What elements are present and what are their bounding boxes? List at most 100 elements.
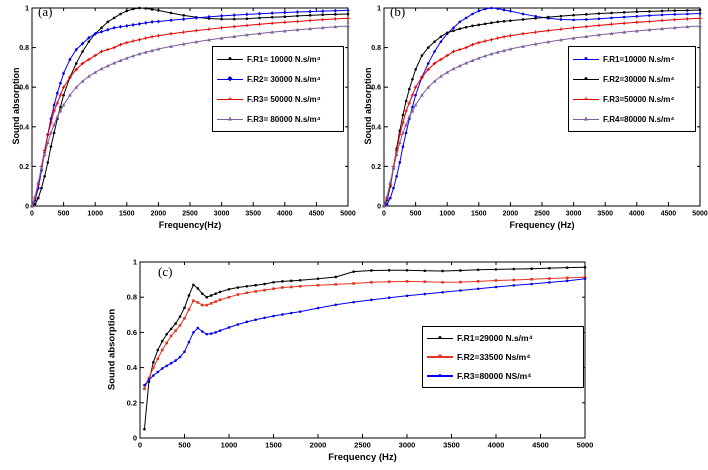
svg-text:2000: 2000 bbox=[310, 441, 327, 450]
panel-a-yaxis-title: Sound absorption bbox=[11, 67, 21, 145]
svg-text:3500: 3500 bbox=[245, 211, 261, 218]
svg-text:0: 0 bbox=[25, 204, 29, 211]
legend-entry: + F.R3=50000 N.s/m⁴ bbox=[573, 95, 691, 104]
svg-text:0: 0 bbox=[382, 211, 386, 218]
panel-c-label: (c) bbox=[158, 264, 173, 279]
svg-text:4000: 4000 bbox=[277, 211, 293, 218]
legend-entry-label: F.R4=80000 N.s/m⁴ bbox=[603, 114, 675, 124]
panel-a-xaxis-title: Frequency(Hz) bbox=[158, 220, 222, 230]
svg-text:1000: 1000 bbox=[87, 211, 103, 218]
legend-entry: ● F.R3=80000 NS/m⁴ bbox=[427, 371, 579, 381]
svg-text:0: 0 bbox=[138, 441, 142, 450]
panel-a-label: (a) bbox=[38, 4, 53, 19]
svg-text:5000: 5000 bbox=[692, 211, 708, 218]
legend-marker-line: ◆ bbox=[217, 75, 243, 84]
svg-text:500: 500 bbox=[58, 211, 70, 218]
svg-text:3000: 3000 bbox=[214, 211, 230, 218]
legend-marker-line: + bbox=[573, 95, 599, 104]
legend-entry-label: F.R2= 30000 N.s/m⁴ bbox=[247, 74, 321, 84]
svg-text:1500: 1500 bbox=[471, 211, 487, 218]
legend-marker-line: ● bbox=[427, 334, 453, 343]
svg-text:0.2: 0.2 bbox=[127, 398, 137, 407]
svg-text:2500: 2500 bbox=[534, 211, 550, 218]
svg-text:4500: 4500 bbox=[661, 211, 677, 218]
legend-marker-line: ● bbox=[427, 371, 453, 380]
legend-entry-label: F.R2=33500 Ns/m⁴ bbox=[457, 351, 531, 362]
svg-text:1: 1 bbox=[25, 6, 29, 13]
svg-text:2000: 2000 bbox=[503, 211, 519, 218]
panel-c-xaxis-title: Frequency (Hz) bbox=[328, 452, 397, 463]
svg-text:3500: 3500 bbox=[443, 441, 460, 450]
legend-entry: ● F.R1=10000 N.s/m⁴ bbox=[573, 55, 691, 64]
svg-text:1000: 1000 bbox=[221, 441, 238, 450]
panel-c: (c) Frequency (Hz) Sound absorption ● F.… bbox=[104, 250, 610, 470]
legend-entry: + F.R3= 50000 N.s/m⁴ bbox=[217, 95, 339, 104]
panel-b-yaxis-title: Sound absorption bbox=[363, 67, 373, 145]
panel-b-legend: ● F.R1=10000 N.s/m⁴ ● F.R2=30000 N.s/m⁴ … bbox=[568, 46, 696, 132]
svg-text:1500: 1500 bbox=[265, 441, 282, 450]
panel-a: (a) Frequency(Hz) Sound absorption ● F.R… bbox=[6, 0, 356, 242]
svg-text:2500: 2500 bbox=[182, 211, 198, 218]
legend-entry-label: F.R3=80000 NS/m⁴ bbox=[457, 370, 532, 381]
svg-text:0.6: 0.6 bbox=[19, 85, 29, 92]
legend-marker-line: ● bbox=[573, 55, 599, 64]
svg-text:0: 0 bbox=[377, 204, 381, 211]
panel-c-legend: ● F.R1=29000 N.s/m⁴ ■ F.R2=33500 Ns/m⁴ ●… bbox=[422, 326, 584, 388]
svg-text:1: 1 bbox=[133, 258, 137, 267]
svg-text:0.4: 0.4 bbox=[127, 363, 138, 372]
svg-text:0: 0 bbox=[30, 211, 34, 218]
legend-entry: ● F.R1=29000 N.s/m⁴ bbox=[427, 333, 579, 343]
svg-text:4000: 4000 bbox=[629, 211, 645, 218]
svg-text:1500: 1500 bbox=[119, 211, 135, 218]
svg-text:2500: 2500 bbox=[354, 441, 371, 450]
legend-entry: ▲ F.R3= 80000 N.s/m⁴ bbox=[217, 115, 339, 124]
legend-entry-label: F.R3=50000 N.s/m⁴ bbox=[603, 94, 675, 104]
legend-marker-line: ● bbox=[573, 75, 599, 84]
legend-entry-label: F.R3= 80000 N.s/m⁴ bbox=[247, 114, 321, 124]
svg-text:5000: 5000 bbox=[577, 441, 594, 450]
legend-entry-label: F.R2=30000 N.s/m⁴ bbox=[603, 74, 675, 84]
svg-text:0.6: 0.6 bbox=[127, 328, 137, 337]
panel-b: (b) Frequency (Hz) Sound absorption ● F.… bbox=[358, 0, 708, 242]
legend-marker-line: + bbox=[217, 95, 243, 104]
svg-text:0.8: 0.8 bbox=[371, 45, 381, 52]
legend-marker-line: ▲ bbox=[573, 115, 599, 124]
panel-a-legend: ● F.R1= 10000 N.s/m⁴ ◆ F.R2= 30000 N.s/m… bbox=[212, 46, 344, 132]
svg-text:0.8: 0.8 bbox=[19, 45, 29, 52]
legend-entry-label: F.R1=29000 N.s/m⁴ bbox=[457, 333, 533, 344]
legend-entry-label: F.R1= 10000 N.s/m⁴ bbox=[247, 54, 321, 64]
svg-text:0.4: 0.4 bbox=[371, 124, 381, 131]
svg-text:0.6: 0.6 bbox=[371, 85, 381, 92]
svg-text:0.2: 0.2 bbox=[19, 164, 29, 171]
legend-entry: ■ F.R2=33500 Ns/m⁴ bbox=[427, 352, 579, 362]
svg-text:0.2: 0.2 bbox=[371, 164, 381, 171]
legend-entry: ● F.R2=30000 N.s/m⁴ bbox=[573, 75, 691, 84]
legend-entry: ● F.R1= 10000 N.s/m⁴ bbox=[217, 55, 339, 64]
svg-text:2000: 2000 bbox=[151, 211, 167, 218]
svg-text:1: 1 bbox=[377, 6, 381, 13]
legend-entry: ▲ F.R4=80000 N.s/m⁴ bbox=[573, 115, 691, 124]
svg-text:3000: 3000 bbox=[566, 211, 582, 218]
svg-text:500: 500 bbox=[178, 441, 191, 450]
svg-text:4500: 4500 bbox=[309, 211, 325, 218]
legend-entry-label: F.R1=10000 N.s/m⁴ bbox=[603, 54, 675, 64]
svg-text:0.4: 0.4 bbox=[19, 124, 29, 131]
legend-marker-line: ■ bbox=[427, 352, 453, 361]
svg-text:3500: 3500 bbox=[597, 211, 613, 218]
legend-marker-line: ● bbox=[217, 55, 243, 64]
svg-text:3000: 3000 bbox=[399, 441, 416, 450]
legend-marker-line: ▲ bbox=[217, 115, 243, 124]
legend-entry: ◆ F.R2= 30000 N.s/m⁴ bbox=[217, 75, 339, 84]
svg-text:0: 0 bbox=[133, 434, 137, 443]
panel-c-yaxis-title: Sound absorption bbox=[106, 308, 118, 391]
svg-text:0.8: 0.8 bbox=[127, 293, 137, 302]
svg-text:4000: 4000 bbox=[488, 441, 505, 450]
svg-text:4500: 4500 bbox=[532, 441, 549, 450]
legend-entry-label: F.R3= 50000 N.s/m⁴ bbox=[247, 94, 321, 104]
svg-text:500: 500 bbox=[410, 211, 422, 218]
svg-text:1000: 1000 bbox=[439, 211, 455, 218]
panel-b-xaxis-title: Frequency (Hz) bbox=[509, 220, 575, 230]
panel-b-label: (b) bbox=[390, 4, 406, 19]
svg-text:5000: 5000 bbox=[340, 211, 356, 218]
